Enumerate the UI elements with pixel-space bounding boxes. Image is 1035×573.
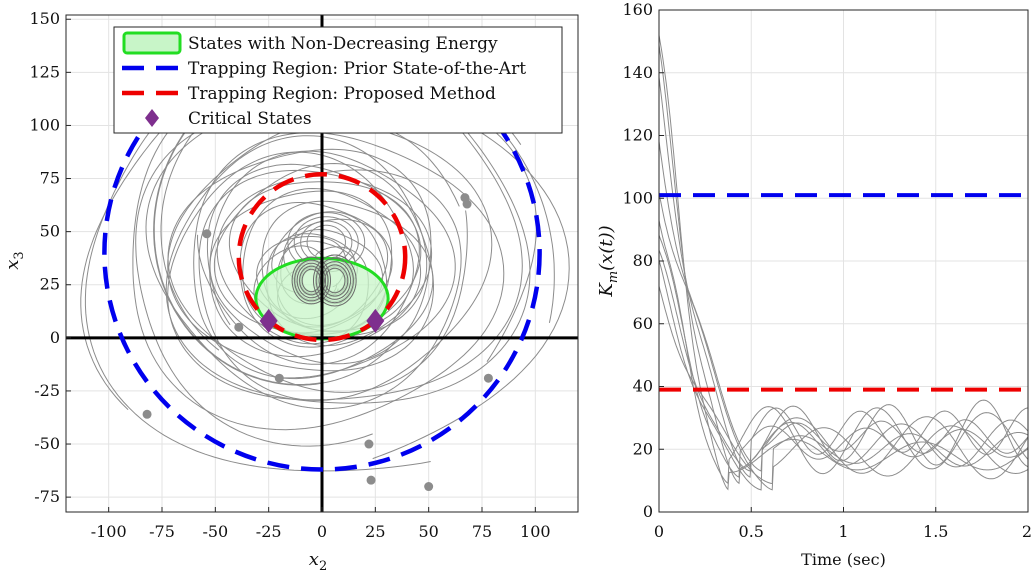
legend-label: Trapping Region: Prior State-of-the-Art — [188, 59, 526, 79]
initial-state-dot — [202, 229, 212, 239]
x-axis-label-sub: 2 — [319, 559, 327, 573]
x-tick-label: 2 — [1022, 522, 1032, 541]
y-tick-label: 140 — [622, 63, 653, 82]
legend-box — [113, 26, 563, 134]
y-tick-label: 125 — [29, 62, 60, 81]
trajectory-line — [209, 150, 456, 379]
legend-label: Trapping Region: Proposed Method — [188, 84, 496, 104]
y-axis-label: Km(x(t)) — [596, 225, 621, 297]
y-tick-label: 20 — [633, 439, 653, 458]
y-axis-label: x3 — [2, 251, 27, 269]
y-tick-label: 50 — [40, 222, 60, 241]
attractor-loop — [301, 268, 321, 293]
trajectory-lobe — [306, 224, 346, 260]
x-tick-label: -100 — [91, 522, 127, 541]
y-tick-label: 100 — [622, 188, 653, 207]
km-trajectory-line — [659, 192, 1028, 491]
x-tick-label: 0.5 — [739, 522, 764, 541]
y-axis-label-sub: 3 — [12, 251, 27, 259]
km-trajectory-line — [659, 259, 1028, 491]
x-tick-label: 0 — [654, 522, 664, 541]
y-tick-label: -50 — [34, 434, 60, 453]
proposed-trapping-region — [236, 172, 408, 343]
x-tick-label: 0 — [317, 522, 327, 541]
y-tick-label: -75 — [34, 487, 60, 506]
initial-state-dot — [462, 199, 472, 209]
y-tick-label: 160 — [622, 0, 653, 19]
initial-state-dot — [366, 475, 376, 485]
x-tick-label: 100 — [520, 522, 551, 541]
attractor-loop — [315, 257, 354, 304]
legend-swatch-diamond — [145, 109, 159, 127]
km-trajectory-line — [659, 249, 1028, 472]
y-axis-label-args: (x(t)) — [596, 225, 617, 270]
attractor-loop — [313, 254, 357, 307]
attractor-loop — [318, 261, 352, 300]
left-phase-plot: -100 -75 -50 -25 0 25 50 75 100 -75 -50 -25 0 25 50 75 1… — [2, 9, 579, 573]
y-tick-label: 75 — [40, 169, 60, 188]
attractor-loop — [296, 262, 326, 299]
x-tick-label: 75 — [472, 522, 492, 541]
critical-state-diamond — [366, 308, 385, 333]
y-tick-label: 150 — [29, 9, 60, 28]
km-trajectory-line — [659, 285, 1028, 485]
x-axis-label: x2 — [309, 549, 327, 573]
initial-state-dot — [424, 482, 434, 492]
legend-label: States with Non-Decreasing Energy — [188, 34, 498, 54]
x-tick-label: -25 — [256, 522, 282, 541]
x-tick-label: 50 — [418, 522, 438, 541]
x-tick-label: 1.5 — [923, 522, 948, 541]
legend-label: Critical States — [188, 109, 312, 129]
x-tick-label: -75 — [149, 522, 175, 541]
legend-swatch-energy — [122, 31, 182, 55]
x-tick-label: -50 — [202, 522, 228, 541]
y-tick-label: -25 — [34, 381, 60, 400]
x-axis-label: Time (sec) — [801, 550, 886, 569]
km-series — [659, 35, 1028, 491]
km-trajectory-line — [659, 235, 1028, 479]
km-trajectory-line — [659, 141, 1028, 472]
x-tick-label: 25 — [365, 522, 385, 541]
y-tick-label: 25 — [40, 275, 60, 294]
km-trajectory-line — [659, 220, 1028, 485]
initial-state-dot — [483, 373, 493, 383]
attractor-loop — [324, 267, 346, 294]
attractor-loop — [294, 259, 329, 302]
initial-state-dot — [364, 439, 374, 449]
x-tick-label: 1 — [838, 522, 848, 541]
critical-state-diamond — [259, 308, 278, 333]
y-tick-label: 40 — [633, 377, 653, 396]
initial-state-dot — [142, 409, 152, 419]
y-tick-label: 0 — [50, 328, 60, 347]
y-axis-label-sub: m — [606, 271, 621, 283]
y-tick-label: 120 — [622, 126, 653, 145]
attractor-loop — [299, 265, 324, 296]
y-tick-label: 80 — [633, 251, 653, 270]
y-tick-label: 100 — [29, 115, 60, 134]
y-tick-label: 0 — [643, 502, 653, 521]
initial-state-dot — [234, 322, 244, 332]
initial-state-dot — [274, 373, 284, 383]
y-tick-label: 60 — [633, 314, 653, 333]
